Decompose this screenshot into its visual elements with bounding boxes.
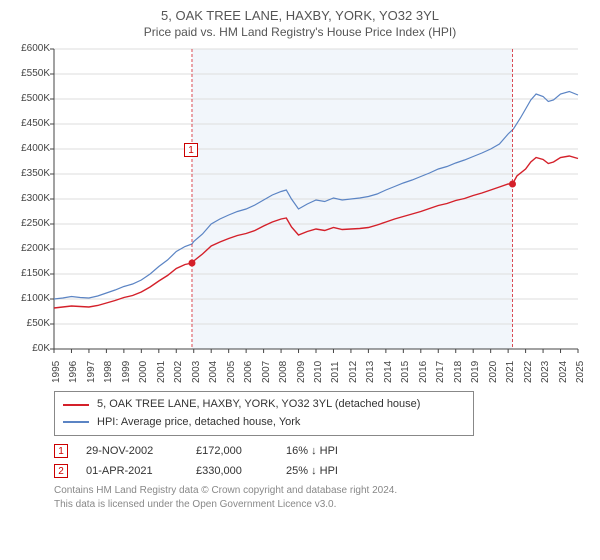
event-pct-2: 25% ↓ HPI <box>286 465 386 477</box>
chart-area: 12£0K£50K£100K£150K£200K£250K£300K£350K£… <box>10 45 590 385</box>
chart-svg <box>10 45 590 385</box>
event-price-1: £172,000 <box>196 445 286 457</box>
legend-label-property: 5, OAK TREE LANE, HAXBY, YORK, YO32 3YL … <box>97 396 420 414</box>
legend-row-property: 5, OAK TREE LANE, HAXBY, YORK, YO32 3YL … <box>63 396 465 414</box>
legend: 5, OAK TREE LANE, HAXBY, YORK, YO32 3YL … <box>54 391 474 436</box>
chart-title: 5, OAK TREE LANE, HAXBY, YORK, YO32 3YL <box>10 8 590 23</box>
footnote-line-1: Contains HM Land Registry data © Crown c… <box>54 484 590 498</box>
event-row-1: 1 29-NOV-2002 £172,000 16% ↓ HPI <box>54 444 590 458</box>
event-row-2: 2 01-APR-2021 £330,000 25% ↓ HPI <box>54 464 590 478</box>
footnote-line-2: This data is licensed under the Open Gov… <box>54 498 590 512</box>
event-date-2: 01-APR-2021 <box>86 465 196 477</box>
event-date-1: 29-NOV-2002 <box>86 445 196 457</box>
event-marker-1: 1 <box>54 444 68 458</box>
event-marker-2: 2 <box>54 464 68 478</box>
legend-row-hpi: HPI: Average price, detached house, York <box>63 414 465 432</box>
event-price-2: £330,000 <box>196 465 286 477</box>
events-table: 1 29-NOV-2002 £172,000 16% ↓ HPI 2 01-AP… <box>54 444 590 478</box>
event-pct-1: 16% ↓ HPI <box>286 445 386 457</box>
legend-label-hpi: HPI: Average price, detached house, York <box>97 414 300 432</box>
chart-subtitle: Price paid vs. HM Land Registry's House … <box>10 25 590 39</box>
